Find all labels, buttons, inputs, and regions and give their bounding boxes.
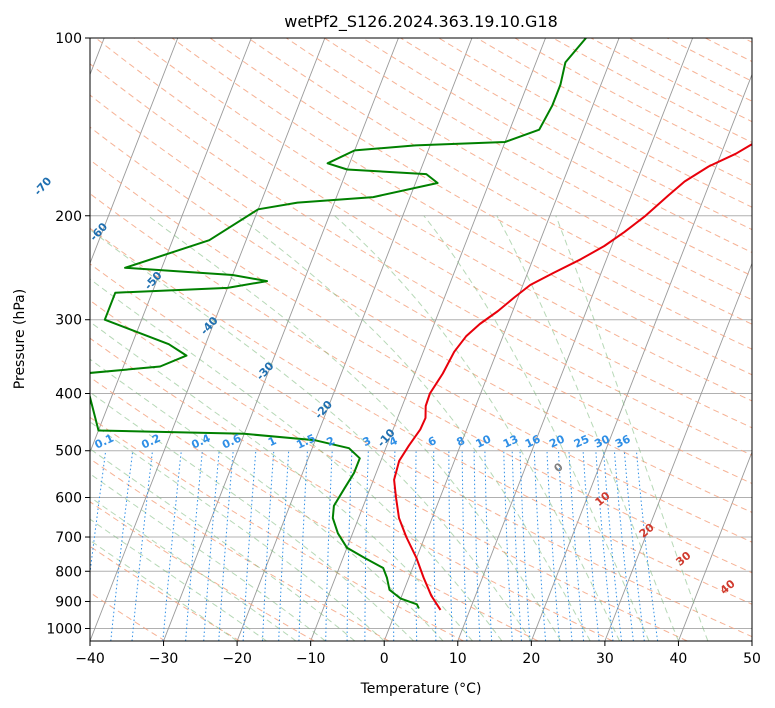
isotherm-line (236, 38, 473, 641)
x-tick-label: 10 (449, 651, 467, 667)
mixing-ratio-label: 16 (523, 432, 543, 450)
x-tick-label: 40 (670, 651, 688, 667)
dry-adiabat-line (90, 337, 613, 641)
y-axis-label: Pressure (hPa) (12, 289, 28, 389)
dry-adiabat-line (90, 416, 464, 641)
moist-adiabat-line (90, 473, 326, 641)
isotherm-line (383, 38, 620, 641)
x-tick-label: 0 (380, 651, 389, 667)
dewpoint-profile-line (90, 38, 587, 609)
isotherm-line (163, 38, 399, 641)
isotherm-line (678, 450, 752, 641)
x-tick-label: −10 (296, 651, 326, 667)
dry-adiabat-line (90, 193, 752, 574)
moist-adiabat-line (90, 391, 414, 641)
x-axis-label: Temperature (°C) (360, 681, 482, 697)
isotherm-line (90, 38, 179, 265)
moist-adiabat-line (90, 448, 356, 641)
mixing-ratio-label: 30 (592, 432, 612, 450)
mixing-ratio-label: 10 (474, 432, 494, 450)
dry-adiabat-line (90, 458, 390, 641)
moist-adiabat-line (90, 358, 444, 641)
dry-adiabat-line (209, 38, 752, 350)
x-tick-label: −40 (75, 651, 105, 667)
dry-adiabat-line (286, 38, 752, 301)
moist-adiabat-line (90, 496, 297, 641)
moist-adiabat-line (90, 278, 503, 641)
mixing-ratio-line (635, 450, 659, 641)
y-tick-label: 200 (55, 209, 82, 225)
mixing-ratio-label: 25 (572, 432, 591, 450)
mixing-ratio-line (90, 450, 107, 577)
moist-adiabat-line (90, 228, 532, 641)
y-tick-label: 400 (55, 387, 82, 403)
mixing-ratio-label: 20 (547, 432, 567, 450)
dry-adiabat-line (90, 376, 539, 641)
y-tick-label: 300 (55, 313, 82, 329)
dry-adiabat-line (90, 63, 752, 456)
moist-adiabat-line (147, 215, 562, 641)
dry-adiabat-line (90, 545, 241, 641)
x-tick-label: −20 (222, 651, 252, 667)
x-tick-label: 20 (522, 651, 540, 667)
dry-adiabat-line (90, 227, 752, 605)
mixing-ratio-label: 13 (501, 432, 520, 450)
moist-adiabat-line (334, 215, 621, 641)
x-tick-label: 50 (743, 651, 761, 667)
dry-adiabat-line (90, 299, 688, 641)
y-tick-label: 100 (55, 31, 82, 47)
plot-frame (89, 37, 753, 642)
dry-adiabat-line (90, 159, 752, 543)
dry-adiabat-line (90, 126, 752, 513)
y-tick-label: 600 (55, 490, 82, 506)
chart-title: wetPf2_S126.2024.363.19.10.G18 (284, 12, 558, 32)
dry-adiabat-line (171, 38, 752, 376)
y-tick-label: 500 (55, 444, 82, 460)
y-tick-label: 800 (55, 564, 82, 580)
moist-adiabat-line (496, 215, 679, 641)
dry-adiabat-line (90, 94, 752, 485)
moist-adiabat-line (555, 215, 709, 641)
dry-adiabat-line (90, 263, 752, 638)
isotherm-line (90, 38, 326, 641)
isotherm-line (310, 38, 546, 641)
y-tick-label: 900 (55, 594, 82, 610)
temperature-profile-line (393, 143, 752, 611)
isotherm-line (604, 262, 752, 641)
mixing-ratio-line (110, 450, 134, 641)
x-tick-label: −30 (149, 651, 179, 667)
y-tick-label: 700 (55, 530, 82, 546)
y-tick-label: 1000 (46, 621, 82, 637)
isotherm-line (457, 38, 694, 641)
dry-adiabat-line (90, 501, 315, 641)
moist-adiabat-line (423, 215, 650, 641)
isotherm-line (530, 73, 752, 641)
moist-adiabat-line (90, 518, 267, 641)
isotherm-line (90, 38, 252, 454)
mixing-ratio-label: 36 (613, 432, 633, 450)
moist-adiabat-line (90, 539, 238, 641)
x-tick-label: 30 (596, 651, 614, 667)
